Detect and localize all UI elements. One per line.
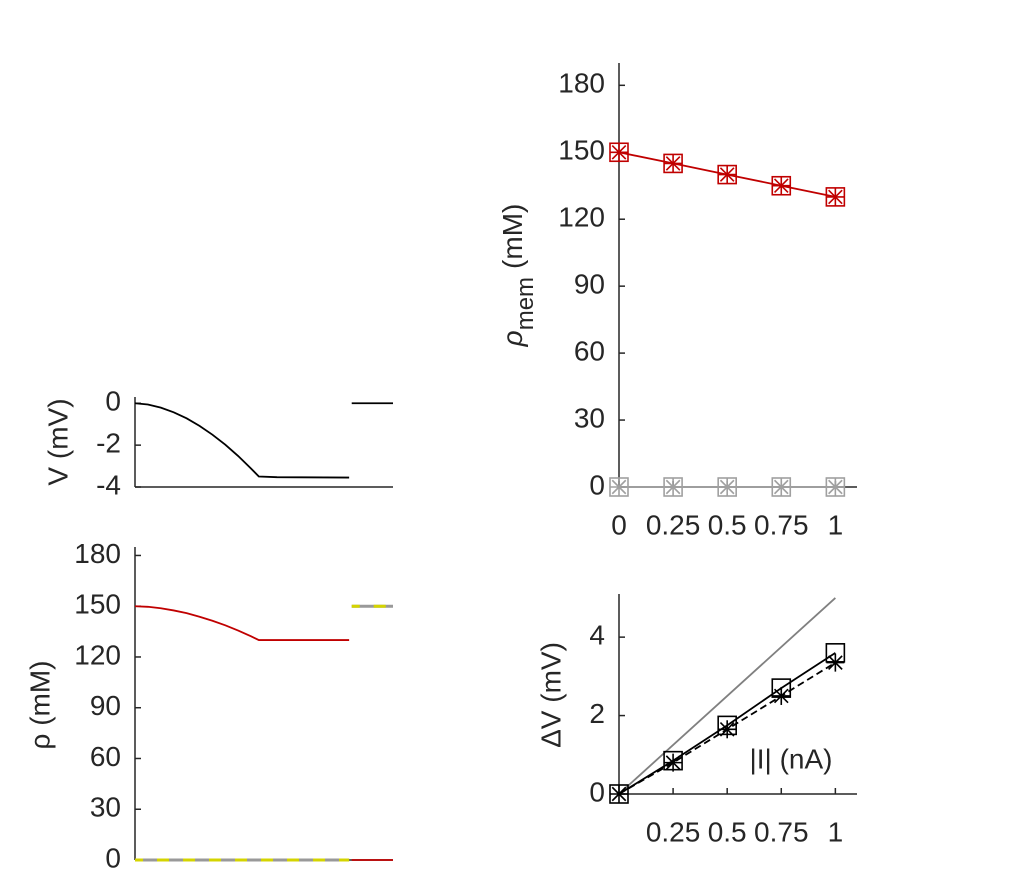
y-tick-label: 4 — [589, 620, 605, 651]
y-tick-label: 180 — [74, 538, 121, 569]
marker-stroke — [828, 479, 843, 495]
y-tick-label: 90 — [90, 690, 121, 721]
series-line — [134, 605, 393, 861]
y-tick-label: 60 — [574, 335, 605, 366]
marker — [664, 753, 683, 772]
y-axis-label: ρmem (mM) — [497, 204, 539, 348]
x-tick-label: 0.5 — [708, 509, 747, 540]
marker-stroke — [828, 655, 843, 670]
y-label-symbol: ρ — [497, 330, 528, 347]
marker-stroke — [665, 755, 681, 770]
marker-stroke — [773, 479, 789, 495]
y-tick-label: 150 — [558, 135, 605, 166]
marker-stroke — [719, 479, 735, 495]
marker — [826, 653, 845, 672]
y-tick-label: 0 — [589, 776, 605, 807]
x-tick-label: 1 — [828, 509, 844, 540]
marker-stroke — [773, 688, 789, 704]
marker-stroke — [719, 721, 735, 737]
marker — [718, 720, 737, 739]
y-tick-label: 180 — [558, 68, 605, 99]
series-line — [618, 597, 836, 795]
y-tick-label: 30 — [574, 402, 605, 433]
y-tick-label: 120 — [558, 202, 605, 233]
y-tick-label: 0 — [105, 842, 121, 873]
x-tick-label: 0.75 — [754, 816, 809, 847]
marker — [663, 153, 683, 174]
y-tick-label: 150 — [74, 589, 121, 620]
marker — [717, 477, 737, 497]
marker-stroke — [611, 479, 627, 495]
marker — [609, 142, 629, 163]
y-axis-label: ΔV (mV) — [535, 642, 566, 748]
series-line — [135, 604, 393, 862]
y-tick-label: -2 — [96, 428, 121, 459]
marker-stroke — [611, 144, 627, 160]
x-tick-label: 0.25 — [646, 509, 701, 540]
marker-stroke — [828, 189, 843, 205]
marker-stroke — [611, 786, 627, 802]
y-tick-label: 0 — [105, 386, 121, 417]
marker — [717, 164, 737, 185]
marker — [825, 187, 846, 207]
marker — [663, 477, 683, 497]
marker-stroke — [719, 167, 735, 182]
marker — [609, 477, 629, 497]
series-line — [134, 402, 393, 479]
y-tick-label: 2 — [589, 698, 605, 729]
x-tick-label: 0.75 — [754, 509, 809, 540]
y-label-sub: mem — [512, 277, 539, 330]
y-tick-label: 0 — [589, 469, 605, 500]
y-tick-label: 90 — [574, 269, 605, 300]
annotation: |I| (nA) — [749, 743, 832, 774]
marker-stroke — [773, 178, 789, 194]
y-tick-label: 120 — [74, 639, 121, 670]
marker-stroke — [665, 156, 681, 171]
y-tick-label: 30 — [90, 792, 121, 823]
y-tick-label: 60 — [90, 741, 121, 772]
marker — [771, 477, 792, 497]
x-tick-label: 0.5 — [708, 816, 747, 847]
y-label-unit: (mM) — [497, 204, 528, 269]
marker — [610, 785, 628, 803]
y-tick-label: -4 — [96, 469, 121, 500]
marker-stroke — [665, 479, 681, 495]
marker — [825, 477, 846, 497]
marker — [771, 175, 792, 196]
x-tick-label: 0 — [611, 509, 627, 540]
x-tick-label: 1 — [828, 816, 844, 847]
y-axis-label: V (mV) — [42, 398, 73, 485]
y-axis-label: ρ (mM) — [24, 660, 55, 749]
marker — [772, 686, 791, 705]
x-tick-label: 0.25 — [646, 816, 701, 847]
series-line-dash — [135, 604, 393, 862]
